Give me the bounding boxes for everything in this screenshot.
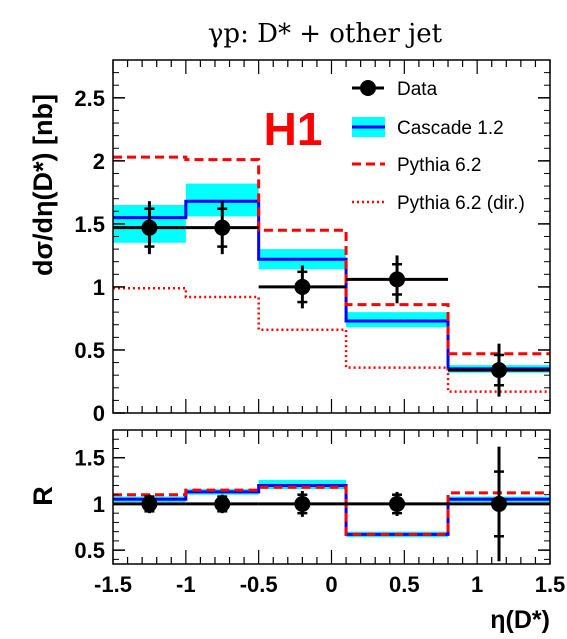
x-tick-label-3: 0: [325, 572, 337, 597]
top-y-tick-label-4: 2: [93, 149, 105, 174]
experiment-label-h1: H1: [264, 103, 323, 155]
bot-data-point-3: [389, 495, 406, 512]
top-data-point-4: [491, 362, 508, 379]
top-data-point-3: [389, 271, 406, 288]
legend-label-data: Data: [397, 79, 438, 100]
top-data-point-0: [141, 219, 158, 236]
top-y-tick-label-0: 0: [93, 401, 105, 426]
bot-data-point-1: [214, 495, 231, 512]
top-pythia-dir-step-line: [113, 286, 550, 393]
x-axis-label: η(D*): [490, 606, 550, 634]
bot-y-tick-label-2: 1.5: [74, 446, 105, 471]
legend-label-cascade: Cascade 1.2: [397, 118, 504, 139]
bot-data-point-2: [294, 495, 311, 512]
legend-label-pythia: Pythia 6.2: [397, 155, 482, 176]
top-data-point-1: [214, 219, 231, 236]
x-tick-label-6: 1.5: [535, 572, 566, 597]
x-tick-label-2: -0.5: [240, 572, 278, 597]
x-tick-label-0: -1.5: [94, 572, 132, 597]
x-tick-label-4: 0.5: [389, 572, 420, 597]
bottom-y-axis-label: R: [28, 486, 58, 506]
top-panel: 0 0.5 1 1.5 2 2.5: [74, 59, 551, 426]
x-tick-label-5: 1: [471, 572, 483, 597]
bot-y-tick-label-0: 0.5: [74, 538, 105, 563]
chart-title: γp: D* + other jet: [208, 19, 443, 49]
legend: Data Cascade 1.2 Pythia 6.2 Pythia 6.2 (…: [352, 79, 525, 214]
bot-y-tick-label-1: 1: [93, 492, 105, 517]
top-y-tick-label-5: 2.5: [74, 86, 105, 111]
top-y-axis-label: dσ/dη(D*) [nb]: [28, 94, 58, 276]
bot-data-point-0: [141, 495, 158, 512]
top-y-tick-label-3: 1.5: [74, 212, 105, 237]
x-tick-label-1: -1: [176, 572, 196, 597]
legend-label-pythia-dir: Pythia 6.2 (dir.): [397, 193, 525, 214]
legend-data-marker: [360, 80, 376, 96]
bot-pythia-step-line: [113, 485, 550, 536]
top-data-point-2: [294, 278, 311, 295]
bot-data-point-4: [491, 495, 508, 512]
bottom-panel: 0.5 1 1.5 -1.5 -1 -0.5 0 0.5 1 1.5: [74, 429, 566, 597]
top-y-tick-label-1: 0.5: [74, 338, 105, 363]
top-pythia-step-line: [113, 155, 550, 356]
top-y-tick-label-2: 1: [93, 275, 105, 300]
